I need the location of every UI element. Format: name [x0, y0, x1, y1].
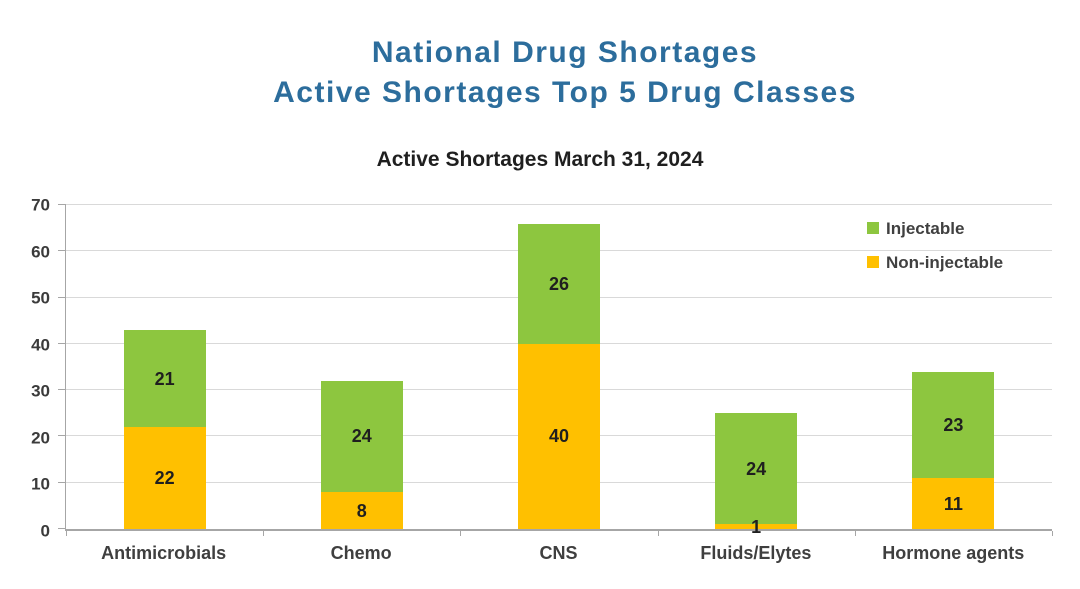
bar-segment — [320, 491, 403, 529]
bar-segment — [320, 380, 403, 492]
bar-segment — [518, 223, 600, 344]
y-axis: 0 10 20 30 40 50 60 70 — [0, 197, 50, 540]
x-axis-tick — [66, 531, 67, 536]
bar-value-label: 23 — [943, 414, 964, 435]
legend-swatch — [867, 256, 879, 268]
chart-title: Active Shortages March 31, 2024 — [376, 148, 704, 171]
bar-segment — [123, 427, 206, 529]
y-axis-tick — [58, 204, 66, 205]
x-axis-labels: Antimicrobials Chemo CNS Fluids/Elytes Hormo… — [65, 543, 1052, 573]
x-axis-label: Chemo — [330, 543, 392, 563]
x-axis-label: Antimicrobials — [101, 543, 227, 563]
y-axis-tick — [58, 342, 66, 344]
x-axis-tick — [1052, 531, 1053, 536]
bar-value-label: 24 — [746, 458, 767, 479]
bar-value-label: 21 — [154, 368, 175, 389]
x-axis-tick — [657, 531, 659, 536]
y-axis-tick-label: 30 — [31, 381, 50, 401]
bar-segment — [715, 413, 798, 525]
bar-segment — [912, 371, 995, 479]
bar-segment — [715, 524, 798, 529]
gridline — [66, 204, 1052, 205]
x-axis-tick — [460, 531, 462, 536]
bar-value-label: 40 — [548, 426, 570, 447]
y-axis-tick-label: 20 — [31, 428, 50, 448]
y-axis-tick-label: 0 — [40, 521, 50, 541]
bar-segment — [123, 329, 206, 428]
bar-value-label: 11 — [943, 493, 963, 514]
bar-value-label: 22 — [154, 468, 175, 489]
y-axis-tick-label: 70 — [31, 195, 50, 215]
bar-value-label: 26 — [548, 273, 570, 294]
x-axis-label: CNS — [539, 543, 578, 563]
y-axis-tick — [58, 250, 66, 252]
y-axis-tick-label: 60 — [31, 242, 50, 262]
y-axis-tick — [58, 389, 66, 391]
bar-segment — [518, 343, 600, 529]
bar-segment — [912, 478, 995, 529]
legend-label: Injectable — [886, 218, 965, 238]
x-axis-tick — [263, 531, 265, 536]
x-axis-label: Hormone agents — [882, 543, 1025, 563]
y-axis-tick-label: 40 — [31, 335, 50, 355]
bar-value-label: 24 — [351, 426, 372, 447]
page-title-line1: National Drug Shortages — [371, 36, 759, 69]
y-axis-tick — [58, 296, 66, 298]
legend-item: Non-injectable — [867, 252, 1003, 272]
y-axis-tick-label: 50 — [31, 288, 50, 308]
x-axis-tick — [854, 531, 856, 536]
plot-area: 22 21 8 24 40 26 1 24 11 23 — [58, 204, 1053, 536]
y-axis-tick — [58, 528, 66, 529]
y-axis-tick-label: 10 — [31, 474, 50, 494]
legend-label: Non-injectable — [886, 252, 1004, 272]
bar-value-label: 1 — [751, 516, 762, 537]
x-axis-label: Fluids/Elytes — [700, 543, 812, 563]
page-title: National Drug Shortages Active Shortages… — [0, 33, 1080, 113]
legend: Injectable Non-injectable — [867, 218, 1003, 286]
legend-item: Injectable — [867, 218, 1003, 238]
legend-swatch — [867, 222, 879, 234]
bar-value-label: 8 — [356, 500, 367, 521]
page-title-line2: Active Shortages Top 5 Drug Classes — [273, 76, 857, 109]
y-axis-tick — [58, 481, 66, 483]
y-axis-tick — [58, 435, 66, 437]
